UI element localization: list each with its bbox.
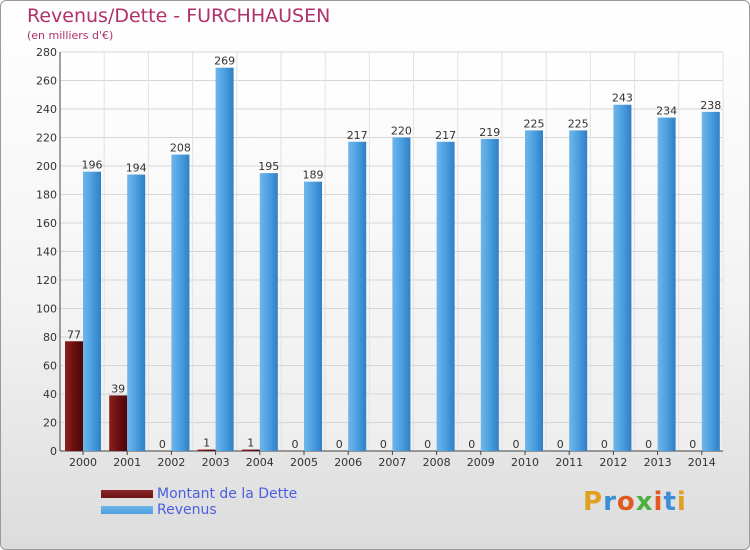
bar-revenus — [348, 141, 367, 451]
bar-dette — [197, 449, 216, 451]
bar-dette — [109, 395, 128, 451]
x-tick-label: 2007 — [378, 456, 406, 469]
y-tick-label: 240 — [36, 103, 57, 116]
x-tick-label: 2005 — [290, 456, 318, 469]
data-label-dette: 0 — [689, 438, 696, 451]
data-label-revenus: 194 — [126, 162, 147, 175]
bar-chart: 0204060801001201401601802002202402602807… — [36, 46, 724, 469]
data-label-revenus: 243 — [612, 92, 633, 105]
bar-revenus — [613, 104, 632, 451]
data-label-dette: 77 — [67, 328, 81, 341]
data-label-revenus: 269 — [214, 55, 235, 68]
bar-revenus — [392, 137, 411, 451]
legend-swatch-dette — [101, 490, 153, 498]
legend-label-dette: Montant de la Dette — [157, 486, 298, 502]
data-label-dette: 0 — [336, 438, 343, 451]
logo-letter: t — [663, 487, 677, 517]
x-tick-label: 2008 — [423, 456, 451, 469]
chart-title: Revenus/Dette - FURCHHAUSEN — [27, 5, 331, 27]
data-label-revenus: 238 — [700, 99, 721, 112]
bar-revenus — [480, 138, 499, 452]
data-label-revenus: 208 — [170, 142, 191, 155]
logo-letter: r — [603, 487, 617, 517]
x-tick-label: 2011 — [555, 456, 583, 469]
logo-letter: o — [616, 487, 636, 517]
y-tick-label: 160 — [36, 217, 57, 230]
x-tick-label: 2009 — [467, 456, 495, 469]
data-label-revenus: 195 — [258, 160, 279, 173]
logo-letter: i — [676, 487, 687, 517]
x-tick-label: 2000 — [69, 456, 97, 469]
logo-letter: i — [653, 487, 664, 517]
y-tick-label: 20 — [43, 417, 57, 430]
y-tick-label: 260 — [36, 75, 57, 88]
data-label-revenus: 217 — [435, 129, 456, 142]
bar-revenus — [436, 141, 455, 451]
bar-revenus — [127, 174, 146, 452]
bar-revenus — [304, 181, 322, 452]
x-tick-label: 2014 — [688, 456, 716, 469]
y-tick-label: 100 — [36, 303, 57, 316]
data-label-revenus: 219 — [479, 126, 500, 139]
data-label-revenus: 217 — [347, 129, 368, 142]
data-label-dette: 0 — [380, 438, 387, 451]
bar-dette — [241, 449, 260, 451]
data-label-dette: 39 — [111, 382, 125, 395]
data-label-dette: 0 — [468, 438, 475, 451]
y-tick-label: 220 — [36, 132, 57, 145]
logo-letter: x — [635, 487, 654, 517]
y-tick-label: 0 — [50, 445, 57, 458]
bar-revenus — [657, 117, 676, 452]
bar-revenus — [171, 154, 190, 451]
data-label-dette: 0 — [159, 438, 166, 451]
y-tick-label: 60 — [43, 360, 57, 373]
x-tick-label: 2004 — [246, 456, 274, 469]
data-label-revenus: 234 — [656, 105, 677, 118]
data-label-revenus: 225 — [524, 117, 545, 130]
bar-revenus — [569, 130, 588, 451]
bar-dette — [65, 341, 83, 451]
data-label-dette: 0 — [424, 438, 431, 451]
y-tick-label: 120 — [36, 274, 57, 287]
legend-label-revenus: Revenus — [157, 502, 217, 518]
data-label-revenus: 220 — [391, 125, 412, 138]
data-label-dette: 0 — [557, 438, 564, 451]
x-tick-label: 2003 — [202, 456, 230, 469]
proxiti-logo: Proxiti — [583, 487, 687, 517]
legend-swatch-revenus — [101, 506, 153, 514]
x-tick-label: 2001 — [113, 456, 141, 469]
logo-letter: P — [583, 487, 604, 517]
bar-revenus — [525, 130, 543, 451]
data-label-dette: 0 — [645, 438, 652, 451]
x-tick-label: 2010 — [511, 456, 539, 469]
y-tick-label: 80 — [43, 331, 57, 344]
data-label-revenus: 189 — [303, 169, 324, 182]
data-label-dette: 1 — [203, 437, 210, 450]
data-label-dette: 0 — [292, 438, 299, 451]
data-label-revenus: 225 — [568, 117, 589, 130]
bar-revenus — [259, 173, 278, 451]
chart-subtitle: (en milliers d'€) — [27, 29, 114, 42]
data-label-revenus: 196 — [82, 159, 103, 172]
y-tick-label: 200 — [36, 160, 57, 173]
y-tick-label: 140 — [36, 246, 57, 259]
y-tick-label: 40 — [43, 388, 57, 401]
y-tick-label: 180 — [36, 189, 57, 202]
x-tick-label: 2006 — [334, 456, 362, 469]
bar-revenus — [83, 171, 101, 451]
bar-revenus — [215, 67, 234, 452]
data-label-dette: 0 — [601, 438, 608, 451]
x-tick-label: 2013 — [644, 456, 672, 469]
data-label-dette: 1 — [247, 437, 254, 450]
x-tick-label: 2012 — [599, 456, 627, 469]
bar-revenus — [701, 111, 720, 451]
y-tick-label: 280 — [36, 46, 57, 59]
data-label-dette: 0 — [513, 438, 520, 451]
x-tick-label: 2002 — [157, 456, 185, 469]
